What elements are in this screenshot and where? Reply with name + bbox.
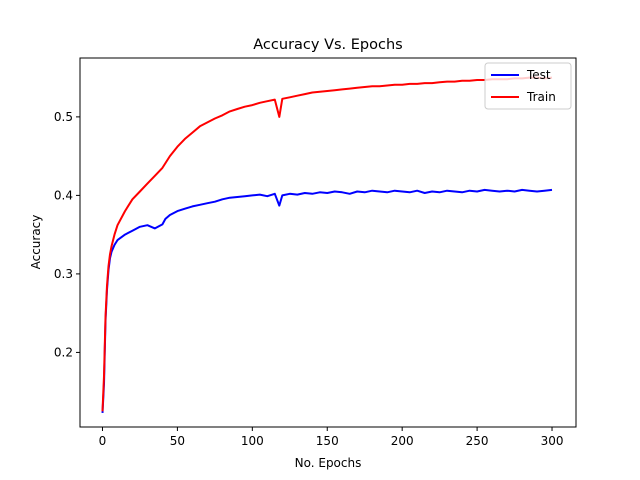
legend-label-test: Test xyxy=(526,68,551,82)
x-tick-label: 50 xyxy=(170,434,185,448)
x-tick-label: 0 xyxy=(99,434,107,448)
legend-label-train: Train xyxy=(526,90,556,104)
x-axis: 0 50 100 150 200 250 300 xyxy=(99,427,564,448)
x-tick-label: 200 xyxy=(391,434,414,448)
x-tick-label: 250 xyxy=(466,434,489,448)
x-tick-label: 300 xyxy=(541,434,564,448)
series-line-train xyxy=(101,76,553,412)
plot-frame xyxy=(79,57,577,428)
y-tick-label: 0.2 xyxy=(54,345,73,359)
y-tick-label: 0.3 xyxy=(54,267,73,281)
legend: Test Train xyxy=(484,62,572,110)
y-tick-label: 0.4 xyxy=(54,188,73,202)
x-axis-label: No. Epochs xyxy=(295,456,362,470)
y-axis-label: Accuracy xyxy=(29,215,43,270)
chart-title: Accuracy Vs. Epochs xyxy=(253,37,402,53)
y-tick-label: 0.5 xyxy=(54,110,73,124)
series-layer xyxy=(101,76,553,413)
series-line-test xyxy=(101,188,553,413)
y-axis: 0.2 0.3 0.4 0.5 xyxy=(54,110,80,359)
x-tick-label: 150 xyxy=(316,434,339,448)
x-tick-label: 100 xyxy=(241,434,264,448)
